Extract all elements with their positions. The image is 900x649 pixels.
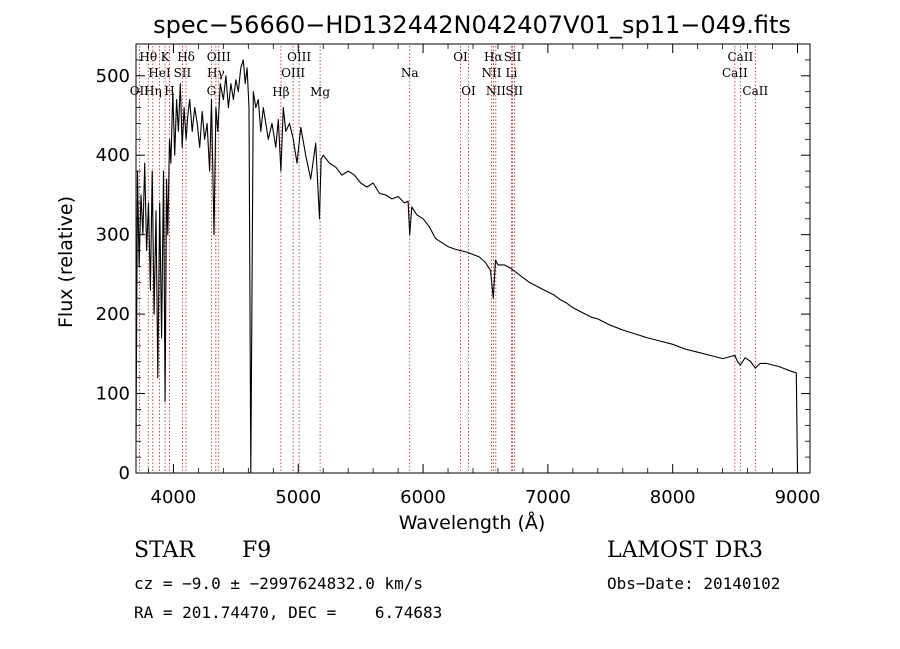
- line-marker-label-24: CaII: [722, 66, 748, 80]
- line-marker-label-15: Na: [401, 66, 419, 80]
- line-marker-label-21: Li: [506, 66, 518, 80]
- y-tick-label-400: 400: [96, 145, 130, 166]
- y-tick-label-100: 100: [96, 384, 130, 405]
- line-marker-label-4: K: [161, 50, 171, 64]
- line-marker-label-13: OIII: [287, 50, 311, 64]
- line-marker-label-26: CaII: [742, 84, 768, 98]
- line-marker-label-10: OIII: [207, 50, 231, 64]
- redshift-info: cz = −9.0 ± −2997624832.0 km/s: [134, 574, 423, 593]
- line-marker-label-2: Hη: [144, 84, 162, 98]
- line-marker-label-22: SII: [504, 50, 522, 64]
- coordinates: RA = 201.74470, DEC = 6.74683: [134, 603, 443, 622]
- line-markers: OII Hθ Hη HeI K H Hδ SII G Hγ OIII Hβ OIII OIII Mg Na OI…: [130, 46, 768, 473]
- line-marker-label-14: Mg: [310, 85, 330, 99]
- spectrum-line: [135, 59, 799, 474]
- line-marker-label-6: Hδ: [177, 50, 195, 64]
- line-marker-label-11: Hβ: [272, 85, 289, 99]
- survey-label: LAMOST DR3: [607, 538, 763, 563]
- x-tick-label-4000: 4000: [151, 487, 197, 508]
- y-tick-label-200: 200: [96, 304, 130, 325]
- x-tick-label-9000: 9000: [775, 487, 821, 508]
- object-class: STAR: [134, 538, 195, 563]
- spectrum-chart: spec−56660−HD132442N042407V01_sp11−049.f…: [55, 11, 821, 534]
- line-marker-label-19: Hα: [484, 50, 503, 64]
- line-marker-label-7: SII: [174, 66, 192, 80]
- line-marker-label-0: OII: [130, 84, 150, 98]
- y-axis-label: Flux (relative): [55, 196, 77, 328]
- y-tick-label-300: 300: [96, 225, 130, 246]
- line-marker-label-16: OI: [453, 50, 468, 64]
- line-marker-label-5: H: [164, 84, 174, 98]
- y-tick-label-0: 0: [119, 463, 130, 484]
- x-tick-label-8000: 8000: [650, 487, 696, 508]
- line-marker-label-18: NII: [481, 66, 501, 80]
- line-marker-label-25: CaII: [727, 50, 753, 64]
- plot-area: [135, 59, 799, 474]
- line-marker-label-9: Hγ: [207, 66, 225, 80]
- line-marker-label-20: NII: [486, 84, 506, 98]
- line-marker-label-8: G: [207, 84, 217, 98]
- line-marker-label-3: HeI: [148, 66, 171, 80]
- line-marker-label-23: SII: [505, 84, 523, 98]
- chart-title: spec−56660−HD132442N042407V01_sp11−049.f…: [153, 11, 791, 39]
- object-subclass: F9: [242, 538, 272, 563]
- line-marker-label-17: OI: [461, 84, 476, 98]
- x-axis-label: Wavelength (Å): [399, 511, 546, 534]
- y-tick-label-500: 500: [96, 66, 130, 87]
- x-tick-label-7000: 7000: [525, 487, 571, 508]
- plot-frame: [135, 43, 811, 474]
- line-marker-label-12: OIII: [281, 66, 305, 80]
- axes: 4000 5000 6000 7000 8000 9000 0 100 200 300 400 500: [96, 43, 821, 508]
- x-tick-label-6000: 6000: [400, 487, 446, 508]
- line-marker-label-1: Hθ: [139, 50, 157, 64]
- x-tick-label-5000: 5000: [275, 487, 321, 508]
- obs-date: Obs−Date: 20140102: [607, 574, 781, 593]
